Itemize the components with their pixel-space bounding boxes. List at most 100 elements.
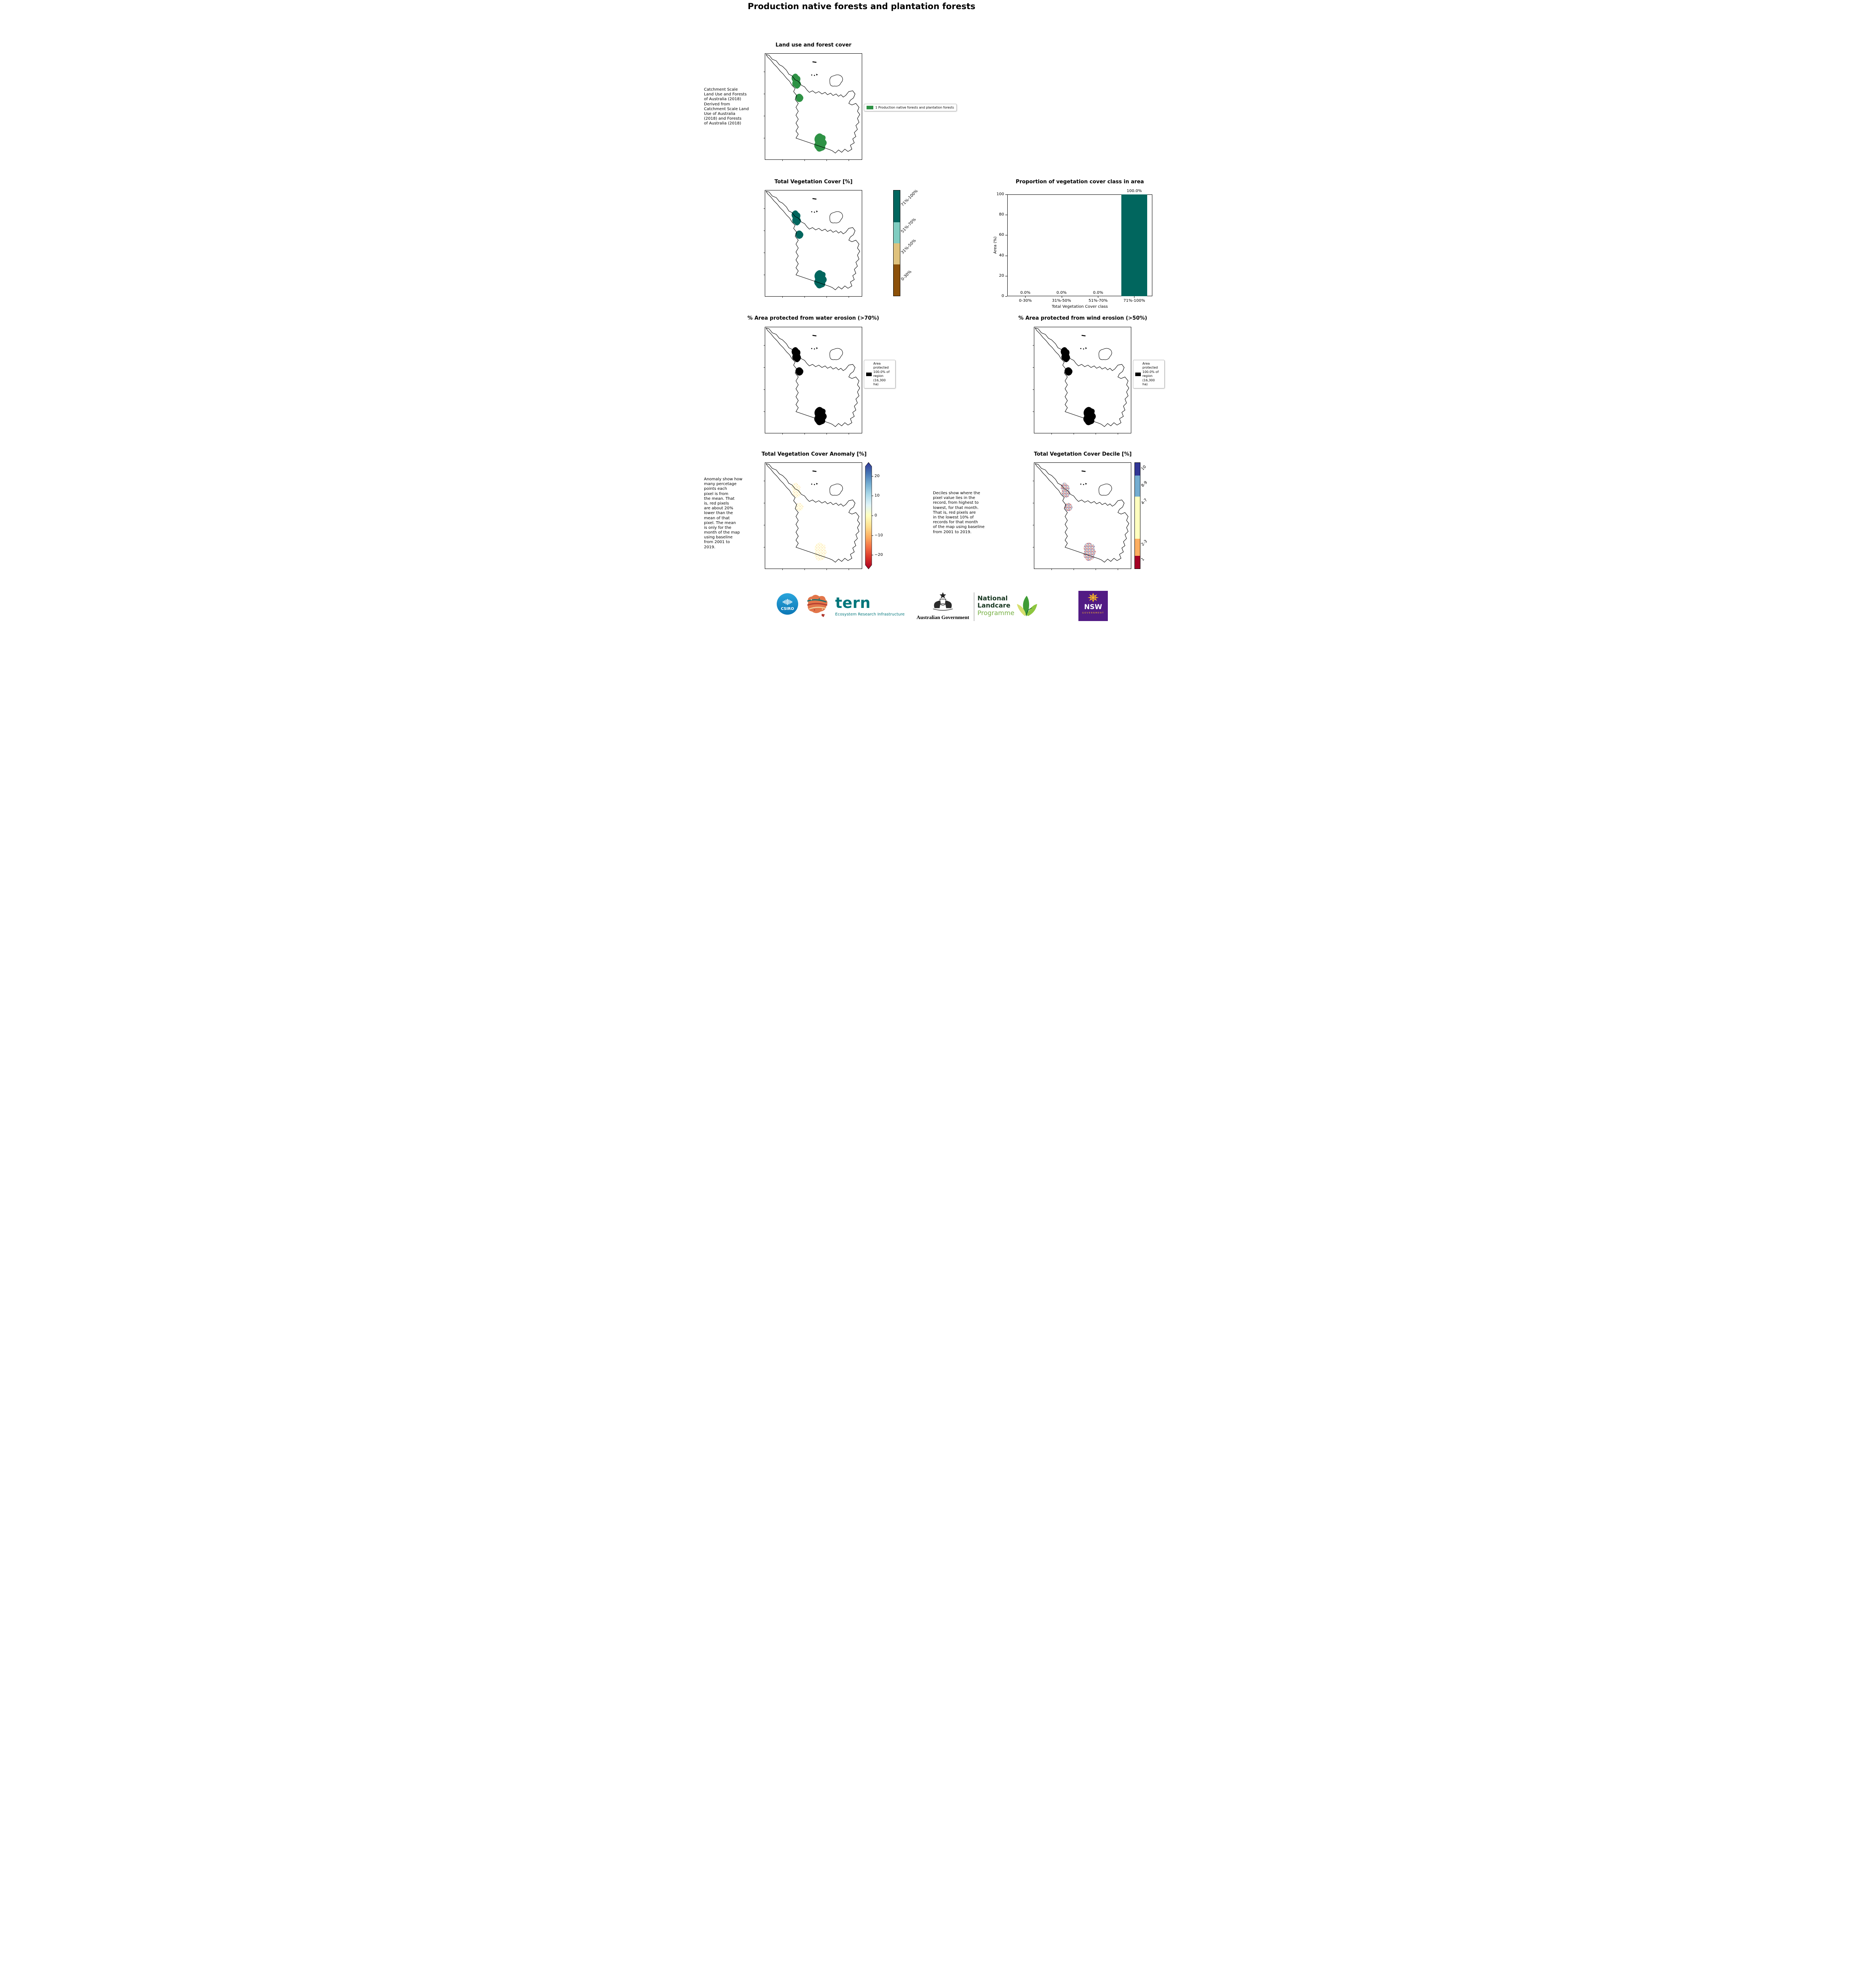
wind-erosion-legend-label: Area protected 100.0% of region (16,300 … — [1142, 362, 1159, 386]
decile-note: Deciles show where the pixel value lies … — [933, 491, 985, 534]
decile-map — [1032, 462, 1131, 571]
wind-erosion-map — [1032, 327, 1131, 435]
y-tick-label: 80 — [999, 212, 1004, 217]
y-tick — [1005, 296, 1007, 297]
x-axis-label: Total Vegetation Cover class — [1052, 305, 1108, 309]
wind-erosion-title: % Area protected from wind erosion (>50%… — [1018, 315, 1147, 321]
catchment-outline — [1035, 328, 1129, 427]
x-tick-label: 71%-100% — [1123, 299, 1145, 303]
wind-erosion-legend: Area protected 100.0% of region (16,300 … — [1133, 360, 1165, 389]
anomaly-tick-label: 0 — [874, 513, 877, 518]
landuse-legend-swatch — [867, 106, 873, 109]
water-erosion-legend-label: Area protected 100.0% of region (16,300 … — [873, 362, 890, 386]
landuse-legend: 1 Production native forests and plantati… — [864, 104, 957, 111]
vegcover-colorbar-label: 51%-70% — [900, 217, 917, 234]
vegcover-colorbar-seg-71-100 — [894, 190, 900, 222]
y-tick — [1005, 194, 1007, 195]
vegcover-colorbar-label: 0-30% — [900, 269, 913, 282]
x-tick — [1025, 296, 1026, 298]
water-erosion-legend-swatch — [866, 372, 872, 376]
anomaly-title: Total Vegetation Cover Anomaly [%] — [761, 451, 867, 457]
landcare-line-landcare: Landcare — [977, 602, 1010, 610]
catchment-outline — [766, 191, 860, 290]
landuse-title: Land use and forest cover — [776, 42, 851, 48]
decile-colorbar-seg-8-9 — [1135, 475, 1140, 497]
proportion-chart-plot-area — [1007, 194, 1152, 296]
decile-colorbar-seg-10 — [1135, 463, 1140, 476]
vegcover-colorbar-seg-0-30 — [894, 264, 900, 296]
csiro-label: CSIRO — [781, 607, 794, 611]
water-erosion-patches — [791, 347, 827, 425]
vegcover-map — [763, 190, 862, 298]
wind-erosion-patches — [1061, 347, 1096, 425]
bar-slot: 0.0% — [1080, 194, 1116, 296]
tern-name: tern — [835, 594, 871, 612]
landuse-side-note: Catchment Scale Land Use and Forests of … — [704, 87, 749, 126]
bar-slot: 0.0% — [1043, 194, 1080, 296]
vegcover-colorbar-seg-51-70 — [894, 222, 900, 243]
csiro-logo: CSIRO — [777, 593, 798, 615]
water-erosion-map — [763, 327, 862, 435]
y-tick-label: 60 — [999, 233, 1004, 237]
anomaly-tick-label: 10 — [874, 493, 880, 498]
wind-erosion-legend-swatch — [1135, 372, 1141, 376]
tern-logo: tern Ecosystem Research Infrastructure — [835, 596, 905, 617]
anomaly-tick-label: 20 — [874, 474, 880, 478]
anomaly-map — [763, 462, 862, 571]
decile-colorbar-label: 1 — [1140, 557, 1146, 562]
bar-value-label: 0.0% — [1020, 291, 1031, 295]
nsw-government-logo: NSW GOVERNMENT — [1078, 591, 1108, 621]
x-tick-label: 31%-50% — [1052, 299, 1071, 303]
australian-government-label: Australian Government — [916, 614, 969, 620]
decile-colorbar-seg-2-3 — [1135, 539, 1140, 556]
report-canvas: Production native forests and plantation… — [703, 0, 1172, 628]
x-tick-label: 0-30% — [1019, 299, 1032, 303]
bar — [1121, 194, 1148, 296]
decile-colorbar-label: 8-9 — [1140, 480, 1148, 488]
decile-colorbar-seg-4-7 — [1135, 497, 1140, 539]
nsw-label: NSW — [1084, 603, 1102, 611]
bar-value-label: 100.0% — [1127, 189, 1142, 193]
australian-government-crest — [930, 592, 956, 613]
decile-colorbar-seg-1 — [1135, 556, 1140, 569]
y-tick-label: 20 — [999, 274, 1004, 278]
y-tick-label: 0 — [1001, 294, 1004, 298]
catchment-outline — [766, 463, 860, 563]
bar-value-label: 0.0% — [1056, 291, 1067, 295]
bar-slot: 0.0% — [1007, 194, 1043, 296]
map-ticks — [763, 72, 849, 161]
bar-value-label: 0.0% — [1093, 291, 1103, 295]
anomaly-tick-label: −10 — [874, 533, 883, 538]
anomaly-tick-label: −20 — [874, 553, 883, 557]
catchment-outline — [766, 328, 860, 427]
anomaly-patches — [791, 483, 827, 561]
vegcover-colorbar-seg-31-50 — [894, 243, 900, 264]
decile-title: Total Vegetation Cover Decile [%] — [1034, 451, 1132, 457]
landuse-map — [763, 53, 862, 161]
decile-colorbar-label: 2-3 — [1140, 539, 1148, 547]
water-erosion-title: % Area protected from water erosion (>70… — [747, 315, 879, 321]
anomaly-colorbar — [865, 462, 873, 569]
decile-patches — [1061, 483, 1096, 561]
x-tick-label: 51%-70% — [1088, 299, 1108, 303]
catchment-outline — [766, 54, 860, 153]
decile-colorbar — [1134, 462, 1140, 569]
landcare-leaves-icon — [1012, 592, 1039, 619]
water-erosion-legend: Area protected 100.0% of region (16,300 … — [864, 360, 896, 389]
landcare-line-programme: Programme — [977, 609, 1014, 617]
waratah-icon — [1088, 593, 1099, 602]
bar-slot: 100.0% — [1116, 189, 1152, 296]
decile-colorbar-label: 10 — [1140, 464, 1147, 472]
vegcover-colorbar — [893, 190, 900, 296]
nsw-government-label: GOVERNMENT — [1082, 612, 1104, 614]
vegcover-colorbar-label: 31%-50% — [900, 238, 917, 255]
decile-colorbar-label: 4-7 — [1140, 498, 1148, 506]
anomaly-note: Anomaly show how many percetage points e… — [704, 477, 743, 549]
landuse-legend-label: 1 Production native forests and plantati… — [875, 106, 954, 109]
landuse-forest-patches — [791, 74, 827, 152]
tern-subtitle: Ecosystem Research Infrastructure — [835, 612, 905, 617]
catchment-outline — [1035, 463, 1129, 563]
vegcover-colorbar-label: 71%-100% — [900, 189, 919, 208]
vegcover-patches — [791, 210, 827, 289]
landcare-line-national: National — [977, 594, 1008, 602]
